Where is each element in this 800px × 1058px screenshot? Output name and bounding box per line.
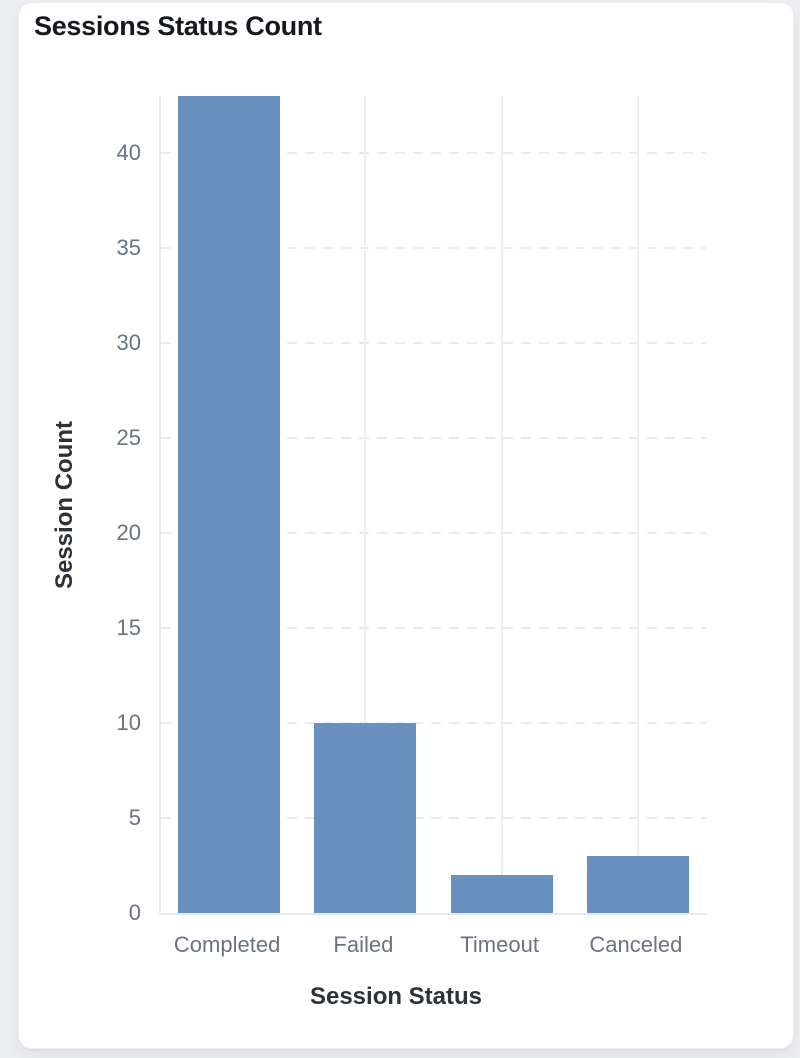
bar-completed bbox=[178, 96, 281, 913]
y-tick-label: 0 bbox=[128, 900, 141, 925]
x-tick-label: Completed bbox=[173, 932, 281, 957]
x-gridline bbox=[636, 96, 639, 913]
x-axis-title: Session Status bbox=[309, 983, 483, 1010]
chart-card: Sessions Status Count Session Count Sess… bbox=[18, 2, 794, 1049]
y-gridline bbox=[161, 342, 706, 344]
y-tick-label: 25 bbox=[116, 425, 141, 450]
chart-title: Sessions Status Count bbox=[34, 11, 322, 41]
plot-area bbox=[159, 96, 706, 915]
x-gridline bbox=[364, 96, 367, 913]
y-gridline bbox=[161, 817, 706, 819]
y-gridline bbox=[161, 152, 706, 154]
x-gridline bbox=[500, 96, 503, 913]
y-tick-label: 10 bbox=[116, 710, 141, 735]
y-gridline bbox=[161, 722, 706, 724]
y-gridline bbox=[161, 247, 706, 249]
y-tick-label: 40 bbox=[116, 140, 141, 165]
x-tick-label: Canceled bbox=[589, 932, 683, 957]
bar-failed bbox=[314, 723, 417, 913]
bar-canceled bbox=[586, 856, 689, 913]
y-tick-label: 20 bbox=[116, 520, 141, 545]
y-tick-label: 15 bbox=[116, 615, 141, 640]
x-tick-label: Failed bbox=[333, 932, 394, 957]
y-gridline bbox=[161, 532, 706, 534]
x-tick-label: Timeout bbox=[460, 932, 539, 957]
y-tick-label: 30 bbox=[116, 330, 141, 355]
y-gridline bbox=[161, 627, 706, 629]
y-tick-label: 35 bbox=[116, 235, 141, 260]
y-gridline bbox=[161, 437, 706, 439]
y-axis-title: Session Count bbox=[51, 421, 78, 590]
bar-timeout bbox=[450, 875, 553, 913]
y-tick-label: 5 bbox=[128, 805, 141, 830]
